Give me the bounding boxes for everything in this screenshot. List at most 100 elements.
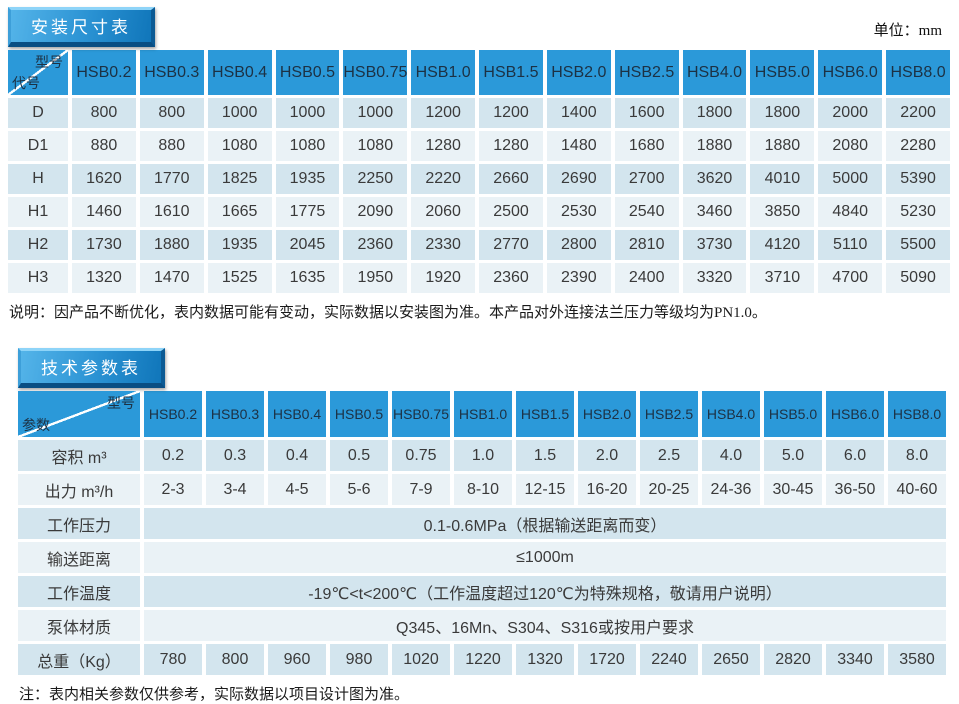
parameter-table-title: 技术参数表 <box>18 348 165 388</box>
value-cell: 1400 <box>546 98 611 128</box>
value-cell: 1320 <box>516 644 574 675</box>
value-cell: 36-50 <box>826 474 884 505</box>
table-row: D 800 800 1000 1000 1000 1200 1200 1400 1600 1800 1… <box>8 98 950 128</box>
value-cell: 1200 <box>479 98 543 128</box>
value-cell: 1730 <box>72 230 136 260</box>
row-label: D1 <box>8 131 68 161</box>
diagonal-corner-cell: 型号 代号 <box>8 50 68 95</box>
value-cell: 2810 <box>614 230 679 260</box>
row-label: H2 <box>8 230 68 260</box>
dimension-table-header-row: 型号 代号 HSB0.2 HSB0.3 HSB0.4 HSB0.5 HSB0.75 HSB… <box>8 50 950 95</box>
value-cell: 2770 <box>479 230 543 260</box>
value-cell: 1800 <box>750 98 815 128</box>
column-header: HSB0.3 <box>206 391 264 437</box>
value-cell: 2530 <box>546 197 611 227</box>
value-cell: 1220 <box>454 644 512 675</box>
corner-label-code: 代号 <box>12 75 40 91</box>
value-cell: 5090 <box>886 263 950 293</box>
diagonal-corner-cell: 型号 参数 <box>18 391 140 437</box>
column-header: HSB0.5 <box>275 50 340 95</box>
value-cell: 2-3 <box>144 474 202 505</box>
value-cell: 1320 <box>72 263 136 293</box>
value-cell: 2390 <box>546 263 611 293</box>
value-cell: 1935 <box>275 164 340 194</box>
value-cell: 1000 <box>343 98 408 128</box>
row-label: D <box>8 98 68 128</box>
value-cell: 3460 <box>682 197 747 227</box>
value-cell: 1825 <box>207 164 272 194</box>
table-row: H1 1460 1610 1665 1775 2090 2060 2500 2530 2540 34… <box>8 197 950 227</box>
value-cell: 3580 <box>888 644 946 675</box>
row-label: 出力 m³/h <box>18 474 140 505</box>
value-cell: 1880 <box>139 230 204 260</box>
value-cell: 2330 <box>411 230 476 260</box>
table-row: H 1620 1770 1825 1935 2250 2220 2660 2690 2700 362… <box>8 164 950 194</box>
column-header: HSB2.5 <box>640 391 698 437</box>
column-header: HSB8.0 <box>886 50 950 95</box>
row-label: H3 <box>8 263 68 293</box>
row-label: 总重（Kg） <box>18 644 140 675</box>
table-row: 容积 m³ 0.2 0.3 0.4 0.5 0.75 1.0 1.5 2.0 2.5 4.0 5.0 6… <box>18 440 946 471</box>
column-header: HSB5.0 <box>750 50 815 95</box>
value-cell: 20-25 <box>640 474 698 505</box>
merged-value-cell: Q345、16Mn、S304、S316或按用户要求 <box>144 610 946 641</box>
column-header: HSB2.5 <box>614 50 679 95</box>
value-cell: 1680 <box>614 131 679 161</box>
column-header: HSB1.5 <box>516 391 574 437</box>
value-cell: 1610 <box>139 197 204 227</box>
value-cell: 1080 <box>275 131 340 161</box>
value-cell: 3340 <box>826 644 884 675</box>
value-cell: 1080 <box>207 131 272 161</box>
value-cell: 4010 <box>750 164 815 194</box>
value-cell: 1880 <box>682 131 747 161</box>
value-cell: 2500 <box>479 197 543 227</box>
value-cell: 7-9 <box>392 474 450 505</box>
value-cell: 1200 <box>411 98 476 128</box>
column-header: HSB2.0 <box>578 391 636 437</box>
value-cell: 2360 <box>343 230 408 260</box>
value-cell: 6.0 <box>826 440 884 471</box>
value-cell: 2045 <box>275 230 340 260</box>
table-row: 出力 m³/h 2-3 3-4 4-5 5-6 7-9 8-10 12-15 16-20 20-2… <box>18 474 946 505</box>
value-cell: 2240 <box>640 644 698 675</box>
column-header: HSB0.3 <box>139 50 204 95</box>
value-cell: 1935 <box>207 230 272 260</box>
value-cell: 1000 <box>275 98 340 128</box>
value-cell: 4.0 <box>702 440 760 471</box>
column-header: HSB4.0 <box>702 391 760 437</box>
column-header: HSB0.4 <box>268 391 326 437</box>
value-cell: 1280 <box>479 131 543 161</box>
value-cell: 980 <box>330 644 388 675</box>
table-row: H2 1730 1880 1935 2045 2360 2330 2770 2800 2810 37… <box>8 230 950 260</box>
table-row: 工作压力 0.1-0.6MPa（根据输送距离而变） <box>18 508 946 539</box>
column-header: HSB0.4 <box>207 50 272 95</box>
value-cell: 5500 <box>886 230 950 260</box>
value-cell: 800 <box>206 644 264 675</box>
installation-dimensions-section: 安装尺寸表 单位：mm 型号 代号 HSB0.2 HSB0.3 HSB0.4 HSB0… <box>0 0 959 322</box>
value-cell: 30-45 <box>764 474 822 505</box>
column-header: HSB0.2 <box>144 391 202 437</box>
parameter-table: 型号 参数 HSB0.2 HSB0.3 HSB0.4 HSB0.5 HSB0.75 HSB… <box>14 388 950 678</box>
table-row: H3 1320 1470 1525 1635 1950 1920 2360 2390 2400 33… <box>8 263 950 293</box>
value-cell: 3-4 <box>206 474 264 505</box>
value-cell: 2540 <box>614 197 679 227</box>
row-label: 输送距离 <box>18 542 140 573</box>
column-header: HSB8.0 <box>888 391 946 437</box>
value-cell: 880 <box>72 131 136 161</box>
value-cell: 1525 <box>207 263 272 293</box>
value-cell: 0.75 <box>392 440 450 471</box>
value-cell: 1950 <box>343 263 408 293</box>
column-header: HSB1.5 <box>479 50 543 95</box>
value-cell: 2.0 <box>578 440 636 471</box>
value-cell: 3850 <box>750 197 815 227</box>
value-cell: 0.4 <box>268 440 326 471</box>
dimension-table: 型号 代号 HSB0.2 HSB0.3 HSB0.4 HSB0.5 HSB0.75 HSB… <box>4 47 954 296</box>
value-cell: 1770 <box>139 164 204 194</box>
value-cell: 5-6 <box>330 474 388 505</box>
column-header: HSB1.0 <box>454 391 512 437</box>
value-cell: 12-15 <box>516 474 574 505</box>
corner-label-parameter: 参数 <box>22 417 50 433</box>
corner-label-model: 型号 <box>107 395 135 411</box>
value-cell: 800 <box>139 98 204 128</box>
value-cell: 0.3 <box>206 440 264 471</box>
